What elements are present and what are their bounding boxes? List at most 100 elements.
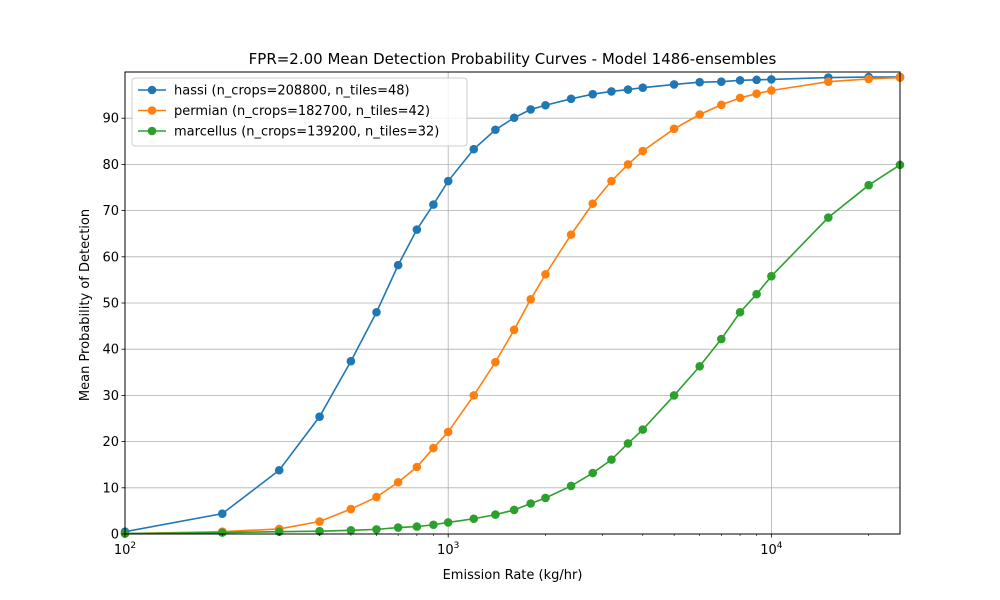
data-point <box>669 124 679 134</box>
data-point <box>346 504 356 514</box>
data-point <box>393 523 403 532</box>
data-point <box>717 334 726 344</box>
y-axis-label: Mean Probability of Detection <box>78 209 93 401</box>
legend-item: marcellus (n_crops=139200, n_tiles=32) <box>138 125 439 140</box>
data-point <box>623 85 633 94</box>
series-1 <box>120 73 905 538</box>
legend-item: permian (n_crops=182700, n_tiles=42) <box>138 104 430 119</box>
data-point <box>429 520 438 530</box>
data-point <box>412 522 422 531</box>
data-point <box>541 100 550 110</box>
data-point <box>695 77 704 87</box>
series-layer <box>120 72 905 538</box>
x-tick-label: 103 <box>437 541 459 558</box>
data-point <box>526 105 535 114</box>
data-point <box>864 180 873 190</box>
data-point <box>695 361 704 371</box>
y-tick-label: 60 <box>102 250 119 265</box>
y-tick-label: 30 <box>102 389 119 404</box>
y-tick-label: 90 <box>102 112 119 127</box>
data-point <box>752 75 761 85</box>
data-point <box>526 499 535 508</box>
data-point <box>752 289 761 299</box>
y-tick-label: 80 <box>102 158 119 173</box>
data-point <box>491 357 500 367</box>
data-point <box>607 176 616 186</box>
legend-label: hassi (n_crops=208800, n_tiles=48) <box>174 84 410 99</box>
data-point <box>469 391 479 400</box>
legend-box <box>131 77 468 147</box>
legend-label: permian (n_crops=182700, n_tiles=42) <box>174 104 430 119</box>
data-point <box>509 113 519 123</box>
data-point <box>443 427 453 437</box>
data-point <box>735 76 745 85</box>
data-point <box>767 271 776 281</box>
data-point <box>541 493 550 503</box>
data-point <box>669 80 679 89</box>
data-point <box>566 230 576 239</box>
data-point <box>469 514 479 524</box>
data-point <box>469 144 479 154</box>
data-point <box>372 492 381 502</box>
x-tick-label: 102 <box>114 541 136 558</box>
data-point <box>638 83 648 93</box>
data-point <box>491 125 500 135</box>
data-point <box>588 199 598 208</box>
y-tick-label: 50 <box>102 297 119 312</box>
data-point <box>717 77 726 87</box>
x-tick-label: 104 <box>760 541 783 558</box>
data-point <box>509 505 519 515</box>
data-point <box>717 100 726 110</box>
data-point <box>346 526 356 535</box>
series-2 <box>120 160 905 538</box>
data-point <box>566 481 576 491</box>
data-point <box>509 325 519 335</box>
data-point <box>315 517 324 526</box>
data-point <box>767 86 776 95</box>
y-tick-label: 10 <box>102 481 119 496</box>
data-point <box>217 509 227 518</box>
chart-title: FPR=2.00 Mean Detection Probability Curv… <box>249 50 777 68</box>
data-point <box>443 518 453 527</box>
data-point <box>372 525 381 534</box>
data-point <box>541 270 550 279</box>
axis-ticks: 0 10 20 30 40 50 60 70 80 90 102 103 104 <box>102 112 869 558</box>
data-point <box>491 510 500 519</box>
data-point <box>607 87 616 96</box>
data-point <box>526 295 535 304</box>
y-tick-label: 70 <box>102 204 119 219</box>
data-point <box>566 94 576 104</box>
data-point <box>429 200 438 209</box>
data-point <box>412 225 422 234</box>
legend: hassi (n_crops=208800, n_tiles=48)permia… <box>131 77 468 147</box>
data-point <box>695 110 704 119</box>
data-point <box>623 439 633 448</box>
data-point <box>429 443 438 453</box>
data-point <box>315 412 324 421</box>
data-point <box>864 74 873 84</box>
data-point <box>393 477 403 487</box>
data-point <box>823 77 833 87</box>
data-point <box>638 425 648 434</box>
legend-marker <box>147 126 157 136</box>
legend-marker <box>147 106 157 115</box>
data-point <box>588 468 598 478</box>
data-point <box>607 455 616 464</box>
data-point <box>588 89 598 99</box>
data-point <box>393 260 403 270</box>
data-point <box>315 526 324 536</box>
y-tick-label: 40 <box>102 343 119 358</box>
data-point <box>735 93 745 103</box>
data-point <box>669 391 679 400</box>
data-point <box>412 462 422 472</box>
data-point <box>274 465 284 475</box>
data-point <box>443 176 453 186</box>
data-point <box>735 307 745 317</box>
data-point <box>346 356 356 366</box>
y-tick-label: 0 <box>111 528 119 543</box>
legend-label: marcellus (n_crops=139200, n_tiles=32) <box>174 125 439 140</box>
data-point <box>823 213 833 222</box>
y-tick-label: 20 <box>102 435 119 450</box>
legend-item: hassi (n_crops=208800, n_tiles=48) <box>138 84 410 99</box>
